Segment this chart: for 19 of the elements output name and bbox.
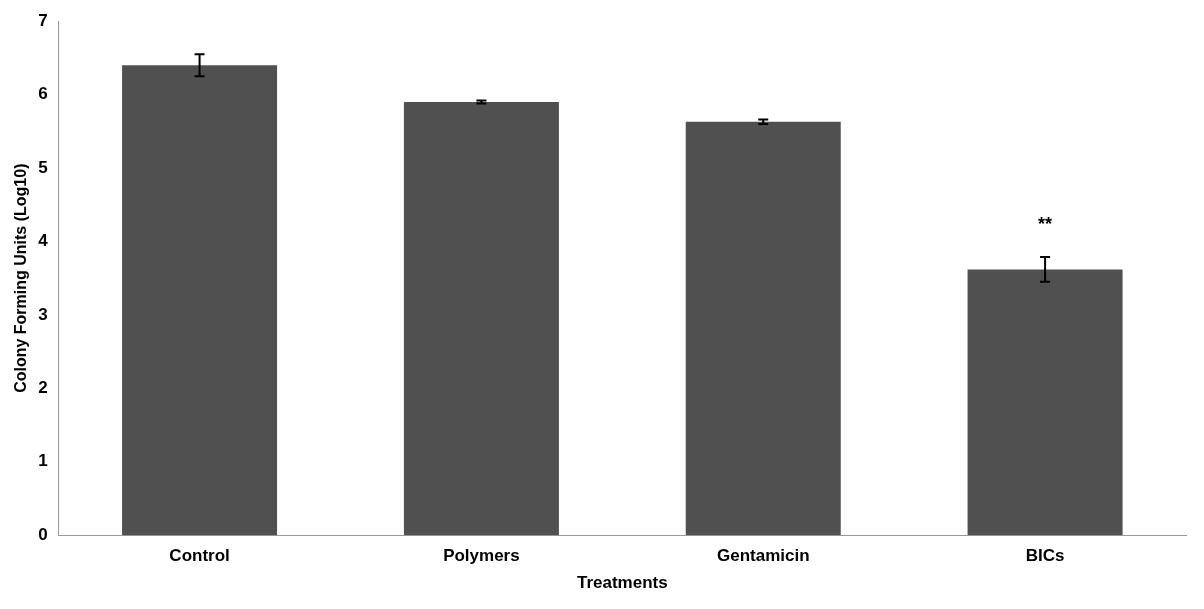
bar: [122, 65, 278, 536]
y-tick-label: 5: [38, 157, 48, 177]
bar: [685, 121, 841, 536]
x-tick-label: Control: [169, 546, 230, 566]
y-tick-label: 0: [38, 524, 48, 544]
y-tick-label: 7: [38, 10, 48, 30]
x-tick-label: BICs: [1025, 546, 1065, 566]
x-tick-label: Gentamicin: [716, 546, 810, 566]
y-tick-label: 3: [38, 304, 48, 324]
bar: [967, 269, 1123, 536]
y-axis-title: Colony Forming Units (Log10): [12, 163, 30, 393]
bar: [403, 101, 559, 536]
annotation: **: [1038, 213, 1053, 234]
y-tick-label: 4: [38, 231, 49, 251]
x-axis-title: Treatments: [576, 573, 668, 593]
y-tick-label: 2: [38, 378, 48, 398]
y-tick-label: 6: [38, 84, 48, 104]
y-tick-label: 1: [38, 451, 48, 471]
x-tick-label: Polymers: [443, 546, 520, 566]
